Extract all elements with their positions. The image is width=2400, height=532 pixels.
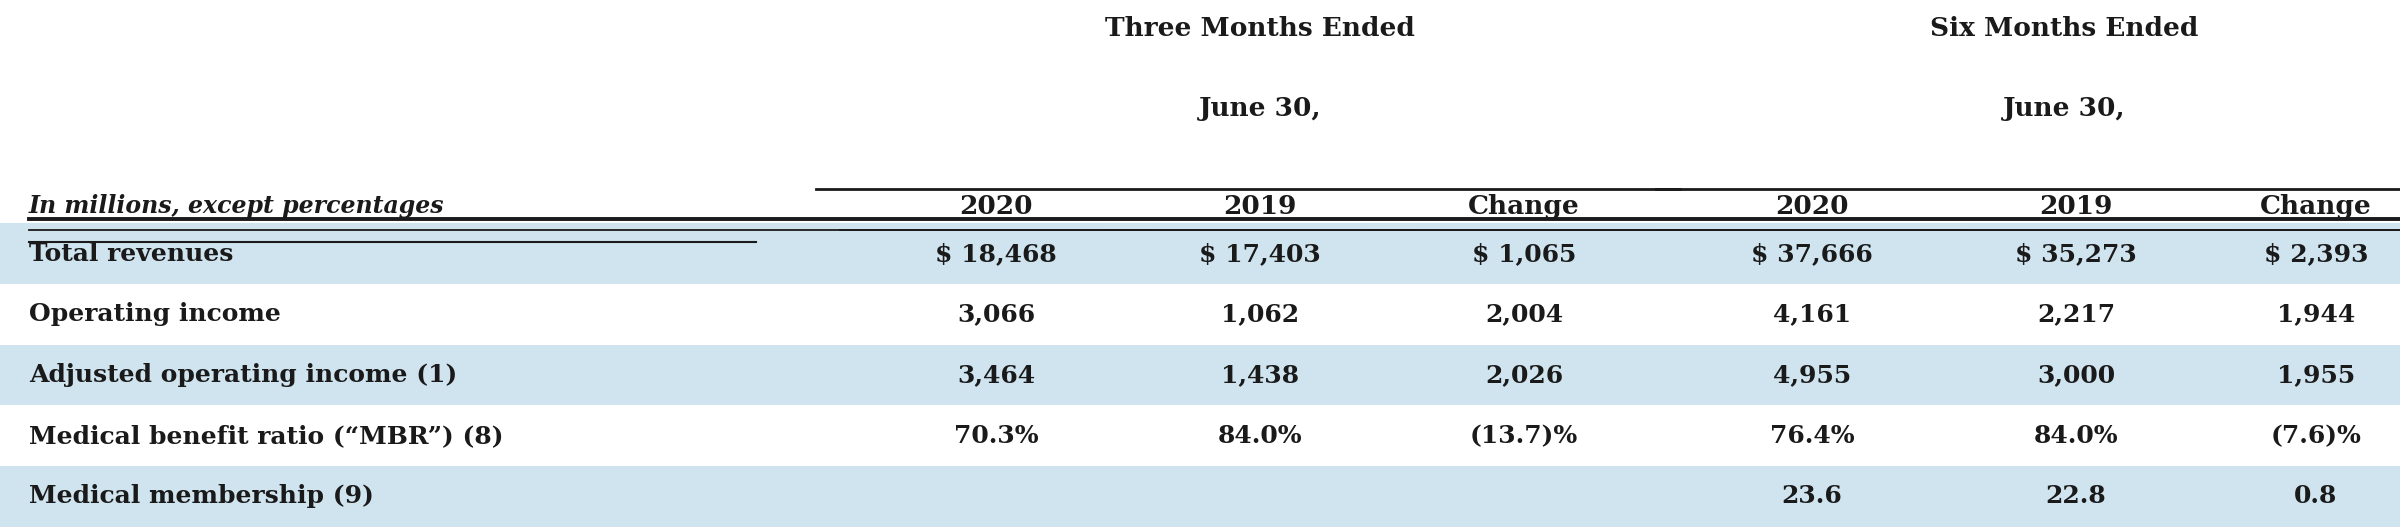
Text: (13.7)%: (13.7)% [1469, 423, 1579, 448]
Text: 2,217: 2,217 [2038, 302, 2114, 327]
Text: 1,062: 1,062 [1222, 302, 1298, 327]
Text: Three Months Ended: Three Months Ended [1104, 16, 1416, 41]
Text: 84.0%: 84.0% [1217, 423, 1303, 448]
Text: June 30,: June 30, [1198, 96, 1322, 121]
Text: 1,438: 1,438 [1222, 363, 1298, 387]
Text: 1,955: 1,955 [2278, 363, 2354, 387]
Text: 3,000: 3,000 [2038, 363, 2114, 387]
Text: 2020: 2020 [960, 194, 1032, 219]
Text: 2019: 2019 [1224, 194, 1296, 219]
Text: 2,026: 2,026 [1486, 363, 1562, 387]
Text: Total revenues: Total revenues [29, 242, 233, 266]
Text: 3,464: 3,464 [958, 363, 1034, 387]
Text: Change: Change [1469, 194, 1579, 219]
Text: 76.4%: 76.4% [1769, 423, 1855, 448]
Text: Change: Change [2261, 194, 2371, 219]
Text: 4,161: 4,161 [1774, 302, 1850, 327]
Text: 2,004: 2,004 [1486, 302, 1562, 327]
Text: 2019: 2019 [2040, 194, 2112, 219]
Text: $ 2,393: $ 2,393 [2263, 242, 2369, 266]
Text: In millions, except percentages: In millions, except percentages [29, 194, 444, 218]
Text: 3,066: 3,066 [958, 302, 1034, 327]
Text: Operating income: Operating income [29, 302, 281, 327]
Text: $ 1,065: $ 1,065 [1471, 242, 1577, 266]
Text: Six Months Ended: Six Months Ended [1930, 16, 2198, 41]
Bar [0, 466, 2400, 527]
Text: 23.6: 23.6 [1781, 484, 1843, 509]
Text: $ 35,273: $ 35,273 [2016, 242, 2136, 266]
Text: Adjusted operating income (1): Adjusted operating income (1) [29, 363, 456, 387]
Text: 84.0%: 84.0% [2033, 423, 2119, 448]
Bar [0, 345, 2400, 405]
Text: (7.6)%: (7.6)% [2270, 423, 2362, 448]
Text: 22.8: 22.8 [2045, 484, 2107, 509]
Text: $ 17,403: $ 17,403 [1200, 242, 1320, 266]
Text: 4,955: 4,955 [1774, 363, 1850, 387]
Text: $ 18,468: $ 18,468 [936, 242, 1056, 266]
Text: 0.8: 0.8 [2294, 484, 2338, 509]
Text: 70.3%: 70.3% [953, 423, 1039, 448]
Text: $ 37,666: $ 37,666 [1752, 242, 1872, 266]
Text: Medical membership (9): Medical membership (9) [29, 484, 374, 509]
Text: 1,944: 1,944 [2278, 302, 2354, 327]
Text: Medical benefit ratio (“MBR”) (8): Medical benefit ratio (“MBR”) (8) [29, 423, 504, 448]
Text: 2020: 2020 [1776, 194, 1848, 219]
Bar [0, 223, 2400, 284]
Text: June 30,: June 30, [2002, 96, 2126, 121]
